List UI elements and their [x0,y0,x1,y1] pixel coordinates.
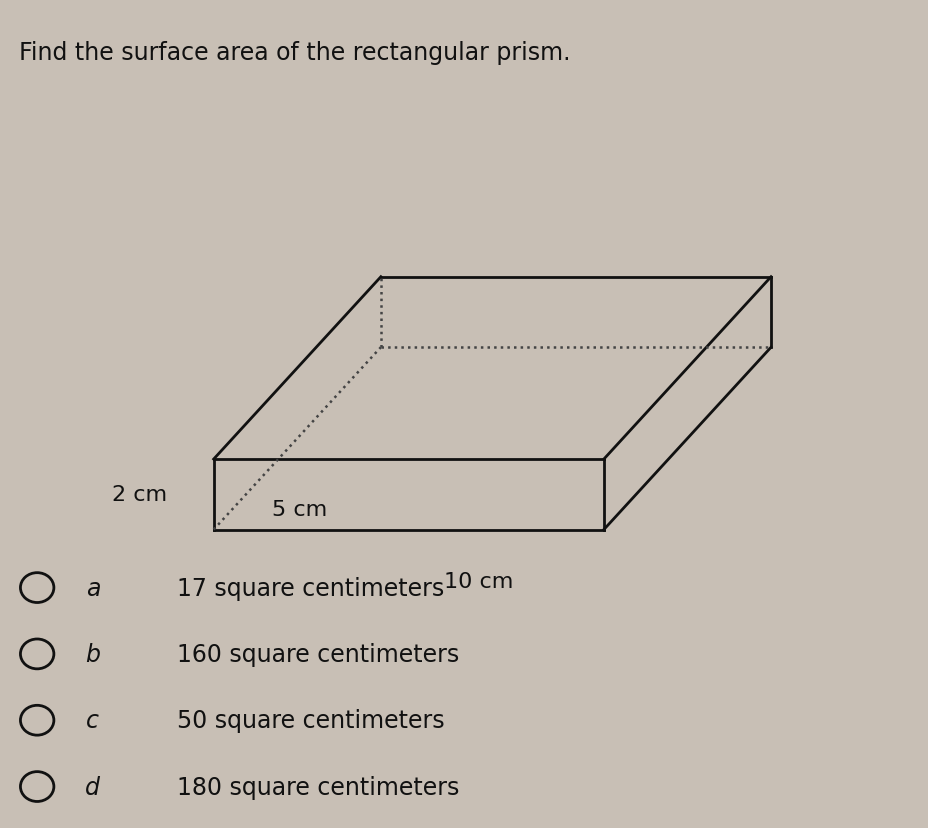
Text: d: d [85,775,100,798]
Text: 160 square centimeters: 160 square centimeters [176,643,458,666]
Text: 180 square centimeters: 180 square centimeters [176,775,458,798]
Text: 17 square centimeters: 17 square centimeters [176,576,444,599]
Text: 10 cm: 10 cm [444,571,512,591]
Text: c: c [86,709,99,732]
Text: b: b [85,643,100,666]
Text: 50 square centimeters: 50 square centimeters [176,709,444,732]
Text: a: a [85,576,100,599]
Text: 2 cm: 2 cm [111,484,167,505]
Text: 5 cm: 5 cm [272,499,327,519]
Text: Find the surface area of the rectangular prism.: Find the surface area of the rectangular… [19,41,570,65]
